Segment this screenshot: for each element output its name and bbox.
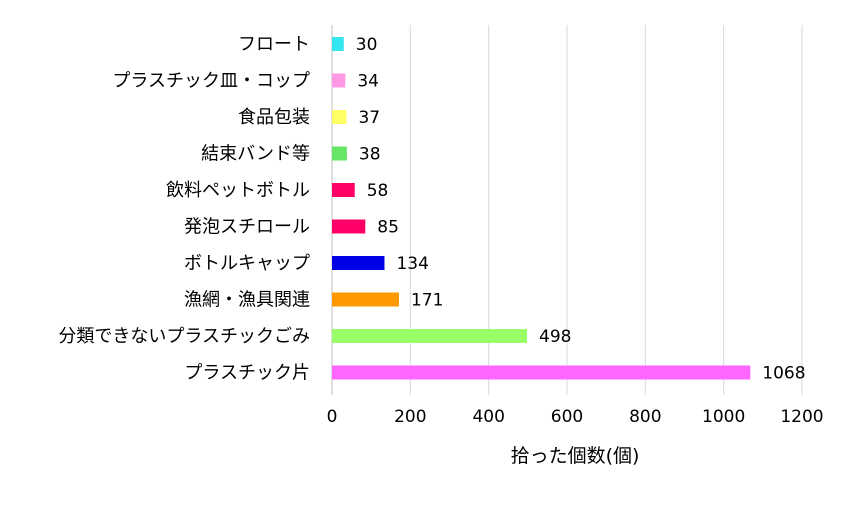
data-label: 34	[357, 72, 379, 92]
value-labels: 30 34 37 38 58 85 134 171 498 1068	[356, 35, 806, 384]
gridlines	[331, 25, 803, 395]
data-label: 30	[356, 35, 378, 55]
data-label: 85	[377, 218, 399, 238]
category-label: フロート	[238, 34, 310, 55]
bar	[332, 37, 344, 51]
x-tick-label: 1000	[702, 407, 745, 427]
data-label: 1068	[762, 364, 805, 384]
x-tick-label: 800	[629, 407, 661, 427]
bar	[332, 110, 347, 124]
category-label: プラスチック皿・コップ	[112, 71, 310, 92]
data-label: 38	[359, 145, 381, 165]
x-axis-title: 拾った個数(個)	[511, 445, 640, 467]
x-tick-label: 1200	[780, 407, 823, 427]
category-label: 発泡スチロール	[184, 217, 310, 238]
bar	[332, 219, 366, 234]
x-tick-label: 400	[472, 407, 504, 427]
category-label: 漁網・漁具関連	[184, 290, 310, 311]
data-label: 134	[396, 254, 428, 274]
data-label: 171	[411, 291, 443, 311]
x-tick-label: 200	[394, 407, 426, 427]
bars	[332, 37, 751, 380]
category-labels: フロートプラスチック皿・コップ食品包装結束バンド等飲料ペットボトル発泡スチロール…	[58, 34, 310, 384]
category-label: 分類できないプラスチックごみ	[58, 326, 310, 347]
bar	[332, 365, 751, 380]
data-label: 37	[358, 108, 380, 128]
bar	[332, 73, 346, 88]
category-label: プラスチック片	[184, 363, 310, 384]
x-tick-labels: 0 200 400 600 800 1000 1200	[327, 407, 824, 427]
bar	[332, 183, 355, 197]
data-label: 498	[539, 327, 571, 347]
bar	[332, 256, 385, 270]
bar	[332, 329, 528, 343]
x-tick-label: 0	[327, 407, 338, 427]
data-label: 58	[367, 181, 389, 201]
bar	[332, 146, 347, 161]
category-label: 飲料ペットボトル	[166, 180, 310, 201]
category-label: 食品包装	[238, 107, 310, 128]
bar	[332, 292, 399, 307]
x-tick-label: 600	[551, 407, 583, 427]
category-label: 結束バンド等	[201, 144, 310, 165]
category-label: ボトルキャップ	[184, 253, 310, 274]
